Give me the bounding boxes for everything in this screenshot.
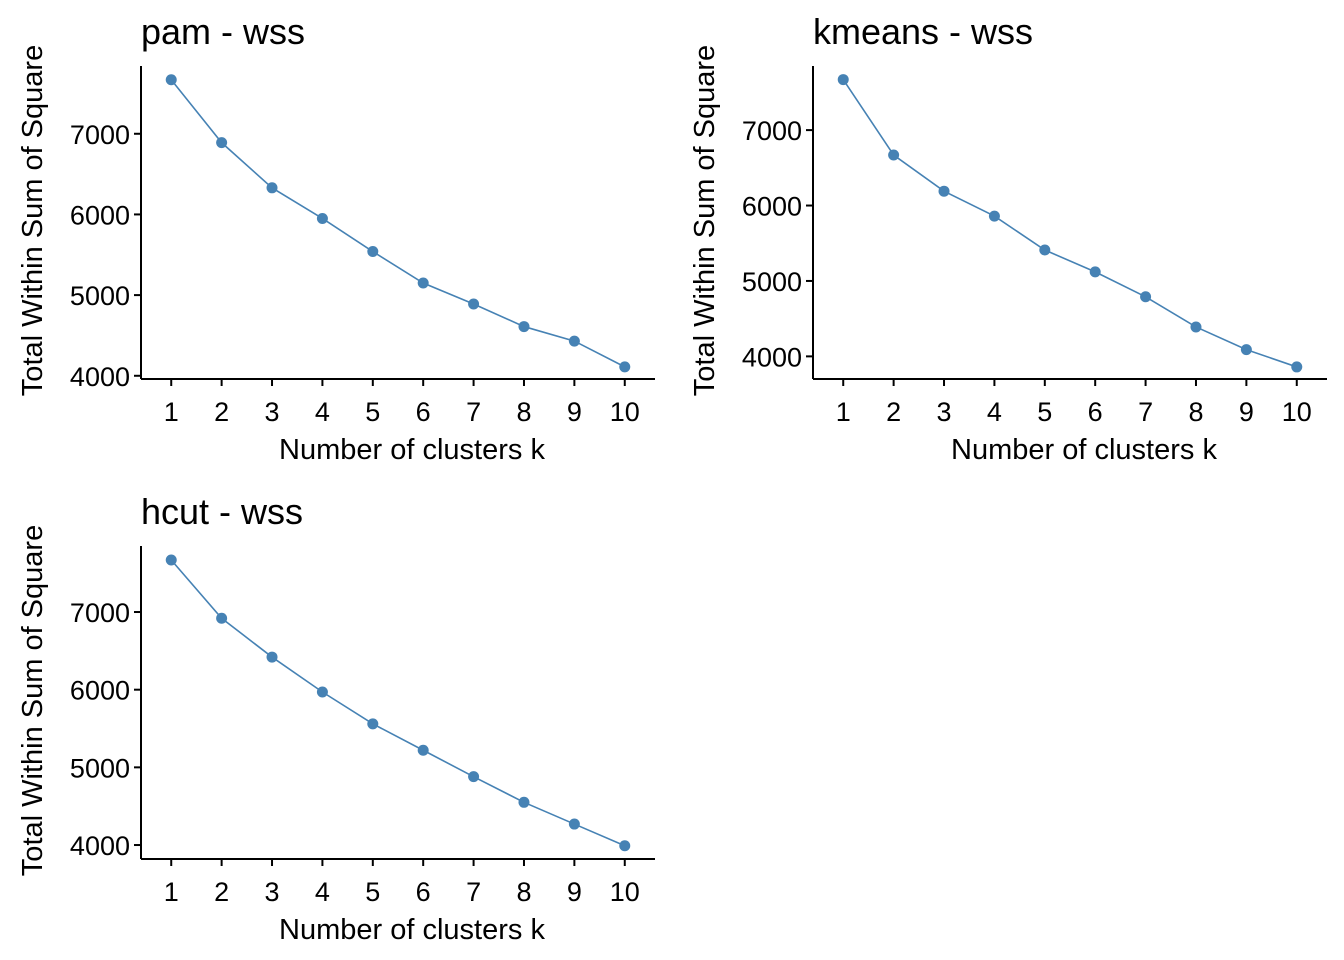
x-tick-label: 1 bbox=[164, 397, 179, 427]
data-point bbox=[1240, 344, 1252, 356]
x-tick-label: 8 bbox=[1188, 397, 1203, 427]
data-point bbox=[316, 686, 328, 698]
y-tick-label: 7000 bbox=[742, 116, 802, 146]
x-tick-label: 9 bbox=[567, 877, 582, 907]
x-tick-label: 9 bbox=[567, 397, 582, 427]
data-point bbox=[988, 210, 1000, 222]
chart-title: kmeans - wss bbox=[813, 11, 1033, 52]
chart-panel-2: kmeans - wss 1 2 3 4 5 6 7 8 9 10 4000 5000 6000 7000 N… bbox=[689, 11, 1327, 466]
y-axis-label: Total Within Sum of Square bbox=[17, 45, 49, 396]
x-tick-label: 10 bbox=[610, 397, 640, 427]
x-tick-label: 4 bbox=[315, 397, 330, 427]
data-point bbox=[367, 246, 379, 258]
x-tick-label: 3 bbox=[265, 397, 280, 427]
data-point bbox=[316, 212, 328, 224]
data-point bbox=[888, 149, 900, 161]
x-tick-label: 4 bbox=[315, 877, 330, 907]
y-tick-label: 7000 bbox=[70, 598, 130, 628]
data-point bbox=[619, 840, 631, 852]
x-tick-label: 5 bbox=[365, 877, 380, 907]
data-point bbox=[568, 818, 580, 830]
y-axis-label: Total Within Sum of Square bbox=[17, 525, 49, 876]
chart-title: pam - wss bbox=[141, 11, 305, 52]
x-tick-label: 10 bbox=[1282, 397, 1312, 427]
data-point bbox=[216, 612, 228, 624]
data-point bbox=[1291, 361, 1303, 373]
x-tick-label: 8 bbox=[516, 877, 531, 907]
chart-panel-3: hcut - wss 1 2 3 4 5 6 7 8 9 10 4000 5000 6000 7000 Num… bbox=[17, 491, 655, 946]
x-tick-label: 2 bbox=[214, 877, 229, 907]
y-tick-label: 6000 bbox=[70, 200, 130, 230]
x-tick-label: 2 bbox=[214, 397, 229, 427]
x-tick-label: 4 bbox=[987, 397, 1002, 427]
chart-panel-1: pam - wss 1 2 3 4 5 6 7 8 9 10 4000 5000 6000 7000 Numb… bbox=[17, 11, 655, 466]
data-point bbox=[468, 298, 480, 310]
y-tick-label: 5000 bbox=[70, 281, 130, 311]
x-tick-label: 2 bbox=[886, 397, 901, 427]
x-axis-label: Number of clusters k bbox=[279, 914, 545, 946]
data-point bbox=[266, 182, 278, 194]
data-point bbox=[468, 771, 480, 783]
data-point bbox=[1089, 266, 1101, 278]
data-point bbox=[518, 321, 530, 333]
series-line bbox=[170, 79, 626, 368]
x-tick-label: 7 bbox=[466, 877, 481, 907]
x-tick-label: 9 bbox=[1239, 397, 1254, 427]
data-point bbox=[938, 185, 950, 197]
x-tick-label: 3 bbox=[937, 397, 952, 427]
data-point bbox=[1190, 321, 1202, 333]
data-point bbox=[165, 74, 177, 86]
data-point bbox=[266, 651, 278, 663]
y-tick-label: 5000 bbox=[70, 753, 130, 783]
chart-title: hcut - wss bbox=[141, 491, 303, 532]
y-tick-label: 6000 bbox=[742, 192, 802, 222]
data-point bbox=[1039, 244, 1051, 256]
x-tick-label: 1 bbox=[164, 877, 179, 907]
x-tick-label: 1 bbox=[836, 397, 851, 427]
data-point bbox=[216, 137, 228, 149]
data-point bbox=[1140, 291, 1152, 303]
x-tick-label: 5 bbox=[365, 397, 380, 427]
x-tick-label: 3 bbox=[265, 877, 280, 907]
y-tick-label: 5000 bbox=[742, 267, 802, 297]
x-axis-label: Number of clusters k bbox=[279, 434, 545, 466]
x-tick-label: 8 bbox=[516, 397, 531, 427]
data-point bbox=[417, 277, 429, 289]
x-tick-label: 6 bbox=[1088, 397, 1103, 427]
x-axis-label: Number of clusters k bbox=[951, 434, 1217, 466]
x-tick-label: 6 bbox=[416, 877, 431, 907]
data-point bbox=[165, 554, 177, 566]
x-tick-label: 7 bbox=[1138, 397, 1153, 427]
data-point bbox=[367, 718, 379, 730]
series-line bbox=[842, 79, 1298, 368]
data-point bbox=[568, 335, 580, 347]
y-tick-label: 4000 bbox=[70, 362, 130, 392]
y-tick-label: 4000 bbox=[70, 831, 130, 861]
x-tick-label: 5 bbox=[1037, 397, 1052, 427]
y-axis-label: Total Within Sum of Square bbox=[689, 45, 721, 396]
y-tick-label: 6000 bbox=[70, 676, 130, 706]
series-line bbox=[170, 559, 626, 847]
data-point bbox=[837, 74, 849, 86]
x-tick-label: 6 bbox=[416, 397, 431, 427]
y-tick-label: 7000 bbox=[70, 120, 130, 150]
data-point bbox=[417, 744, 429, 756]
x-tick-label: 10 bbox=[610, 877, 640, 907]
data-point bbox=[518, 796, 530, 808]
data-point bbox=[619, 361, 631, 373]
y-tick-label: 4000 bbox=[742, 342, 802, 372]
x-tick-label: 7 bbox=[466, 397, 481, 427]
